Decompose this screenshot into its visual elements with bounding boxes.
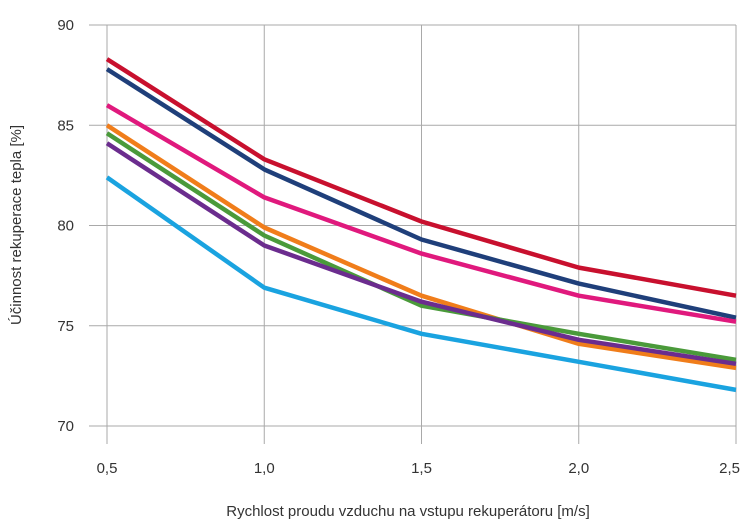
y-tick-label: 80 — [57, 218, 74, 235]
x-tick-label: 1,5 — [411, 460, 432, 477]
series-line-2 — [105, 67, 737, 320]
y-axis-label: Účinnost rekuperace tepla [%] — [8, 125, 25, 325]
y-tick-label: 85 — [57, 117, 74, 134]
y-tick-label: 90 — [57, 17, 74, 34]
series-line-6 — [105, 141, 737, 367]
y-tick-label: 70 — [57, 418, 74, 435]
series-line-3 — [105, 103, 737, 324]
series-lines — [105, 57, 737, 393]
series-line-4 — [105, 123, 737, 371]
series-line-1 — [105, 57, 737, 298]
y-tick-label: 75 — [57, 318, 74, 335]
series-line-7 — [105, 175, 737, 393]
x-tick-label: 1,0 — [254, 460, 275, 477]
x-tick-label: 2,0 — [568, 460, 589, 477]
series-line-5 — [105, 131, 737, 363]
x-tick-label: 0,5 — [97, 460, 118, 477]
x-tick-label: 2,5 — [719, 460, 740, 477]
x-axis-label: Rychlost proudu vzduchu na vstupu rekupe… — [226, 503, 590, 520]
tick-labels: 70 75 80 85 90 0,5 1,0 1,5 2,0 2,5 — [57, 17, 740, 477]
